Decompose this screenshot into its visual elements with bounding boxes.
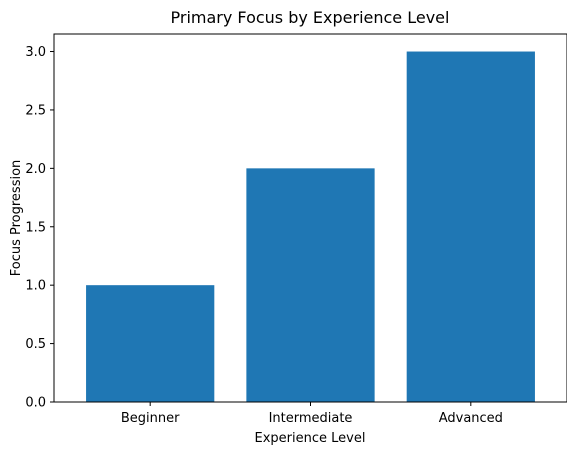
y-tick-label: 3.0 [25,45,46,60]
plot-frame [53,33,567,403]
y-tick-label: 0.5 [25,337,46,352]
bar-advanced [406,51,535,403]
y-tick-label: 1.0 [25,279,46,294]
x-tick-label-beginner: Beginner [121,411,180,426]
bars-group [86,51,535,403]
x-tick-label-advanced: Advanced [439,411,503,426]
chart-title: Primary Focus by Experience Level [171,8,450,27]
x-axis-label: Experience Level [255,431,366,446]
y-axis-label: Focus Progression [9,160,24,277]
y-ticks-group: 0.0 0.5 1.0 1.5 2.0 2.5 3.0 [25,45,54,411]
y-tick-label: 1.5 [25,220,46,235]
y-tick-label: 2.0 [25,162,46,177]
y-tick-label: 2.5 [25,103,46,118]
bar-beginner [86,285,215,402]
x-ticks-group: Beginner Intermediate Advanced [121,402,503,426]
x-tick-label-intermediate: Intermediate [269,411,353,426]
y-tick-label: 0.0 [25,396,46,411]
bar-intermediate [246,168,375,402]
